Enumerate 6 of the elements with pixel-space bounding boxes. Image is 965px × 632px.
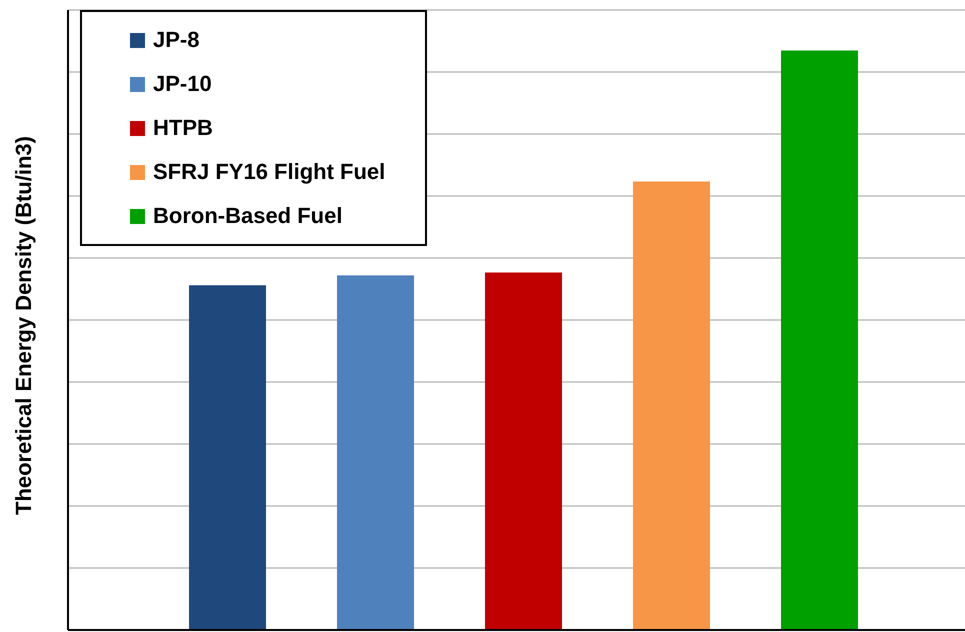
legend-label: HTPB xyxy=(153,115,213,141)
legend-label: JP-8 xyxy=(153,27,200,53)
legend-label: SFRJ FY16 Flight Fuel xyxy=(153,159,386,185)
legend-label: JP-10 xyxy=(153,71,212,97)
y-axis-title: Theoretical Energy Density (Btu/in3) xyxy=(10,136,36,515)
legend-label: Boron-Based Fuel xyxy=(153,203,342,229)
